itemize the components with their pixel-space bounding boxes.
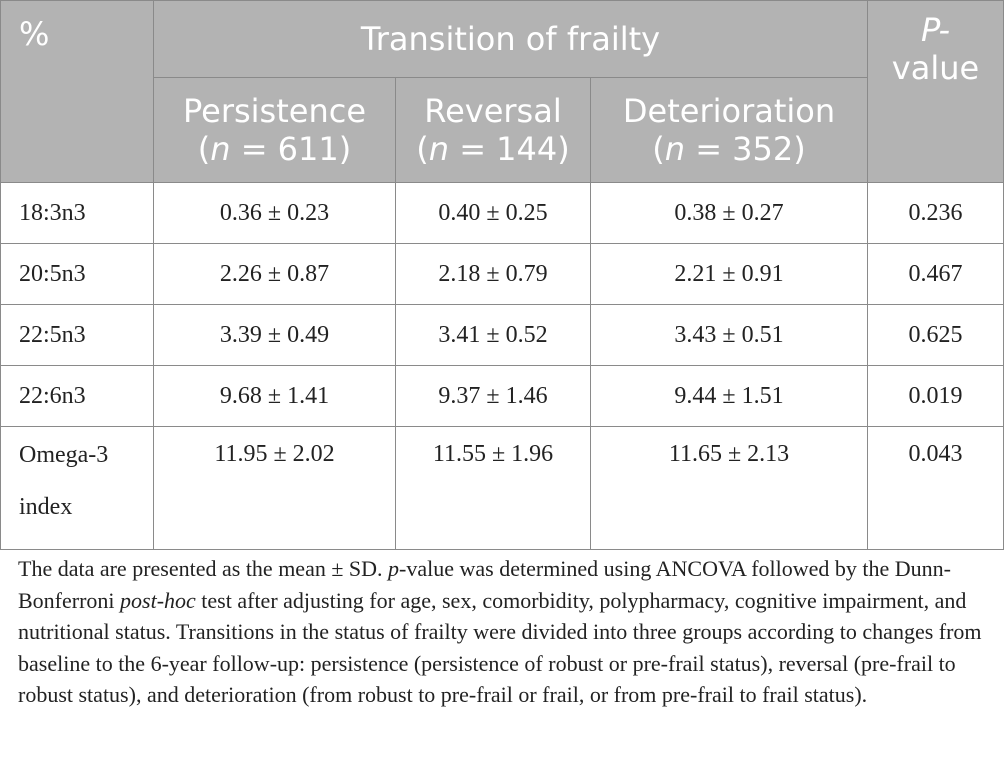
column-name: Reversal	[424, 92, 562, 130]
table-row: 22:5n3 3.39 ± 0.49 3.41 ± 0.52 3.43 ± 0.…	[0, 304, 1004, 366]
table-footnote: The data are presented as the mean ± SD.…	[18, 553, 1000, 711]
column-n: (n = 611)	[197, 130, 352, 168]
cell-deterioration: 2.21 ± 0.91	[590, 243, 868, 305]
footnote-text: test after adjusting for age, sex, comor…	[18, 587, 982, 708]
group-header: Transition of frailty	[153, 0, 868, 78]
row-label: 22:6n3	[0, 365, 154, 427]
table-row: 18:3n3 0.36 ± 0.23 0.40 ± 0.25 0.38 ± 0.…	[0, 182, 1004, 244]
column-header-persistence: Persistence (n = 611)	[153, 77, 396, 183]
cell-persistence: 9.68 ± 1.41	[153, 365, 396, 427]
pvalue-header-line2: value	[891, 49, 980, 87]
row-label: 20:5n3	[0, 243, 154, 305]
footnote-p-italic: p	[388, 556, 400, 581]
cell-reversal: 9.37 ± 1.46	[395, 365, 591, 427]
column-name: Deterioration	[622, 92, 836, 130]
cell-reversal: 11.55 ± 1.96	[395, 426, 591, 550]
table-row: 20:5n3 2.26 ± 0.87 2.18 ± 0.79 2.21 ± 0.…	[0, 243, 1004, 305]
cell-pvalue: 0.019	[867, 365, 1004, 427]
cell-reversal: 2.18 ± 0.79	[395, 243, 591, 305]
cell-persistence: 2.26 ± 0.87	[153, 243, 396, 305]
column-name: Persistence	[182, 92, 367, 130]
row-label: Omega-3 index	[0, 426, 154, 550]
row-label-line1: Omega-3	[19, 442, 109, 468]
cell-persistence: 3.39 ± 0.49	[153, 304, 396, 366]
column-n: (n = 352)	[652, 130, 806, 168]
pvalue-header: P- value	[867, 0, 1004, 183]
row-label: 22:5n3	[0, 304, 154, 366]
cell-reversal: 3.41 ± 0.52	[395, 304, 591, 366]
cell-pvalue: 0.625	[867, 304, 1004, 366]
cell-deterioration: 11.65 ± 2.13	[590, 426, 868, 550]
cell-deterioration: 3.43 ± 0.51	[590, 304, 868, 366]
column-header-deterioration: Deterioration (n = 352)	[590, 77, 868, 183]
column-header-reversal: Reversal (n = 144)	[395, 77, 591, 183]
footnote-text: The data are presented as the mean ± SD.	[18, 556, 389, 581]
cell-pvalue: 0.467	[867, 243, 1004, 305]
table-row: 22:6n3 9.68 ± 1.41 9.37 ± 1.46 9.44 ± 1.…	[0, 365, 1004, 427]
row-label-line2: index	[19, 494, 73, 520]
frailty-omega3-table: % Transition of frailty P- value Persist…	[0, 0, 1004, 550]
corner-header: %	[0, 0, 154, 183]
row-label: 18:3n3	[0, 182, 154, 244]
cell-persistence: 11.95 ± 2.02	[153, 426, 396, 550]
column-n: (n = 144)	[416, 130, 570, 168]
table-container: % Transition of frailty P- value Persist…	[0, 0, 1004, 550]
footnote-posthoc-italic: post-hoc	[120, 587, 196, 613]
cell-pvalue: 0.043	[867, 426, 1004, 550]
footnote-text: -value was determined using ANCOVA follo…	[18, 556, 952, 613]
cell-pvalue: 0.236	[867, 182, 1004, 244]
cell-deterioration: 9.44 ± 1.51	[590, 365, 868, 427]
pvalue-header-line1: P-	[920, 11, 951, 49]
cell-deterioration: 0.38 ± 0.27	[590, 182, 868, 244]
table-row: Omega-3 index 11.95 ± 2.02 11.55 ± 1.96 …	[0, 426, 1004, 550]
cell-persistence: 0.36 ± 0.23	[153, 182, 396, 244]
cell-reversal: 0.40 ± 0.25	[395, 182, 591, 244]
